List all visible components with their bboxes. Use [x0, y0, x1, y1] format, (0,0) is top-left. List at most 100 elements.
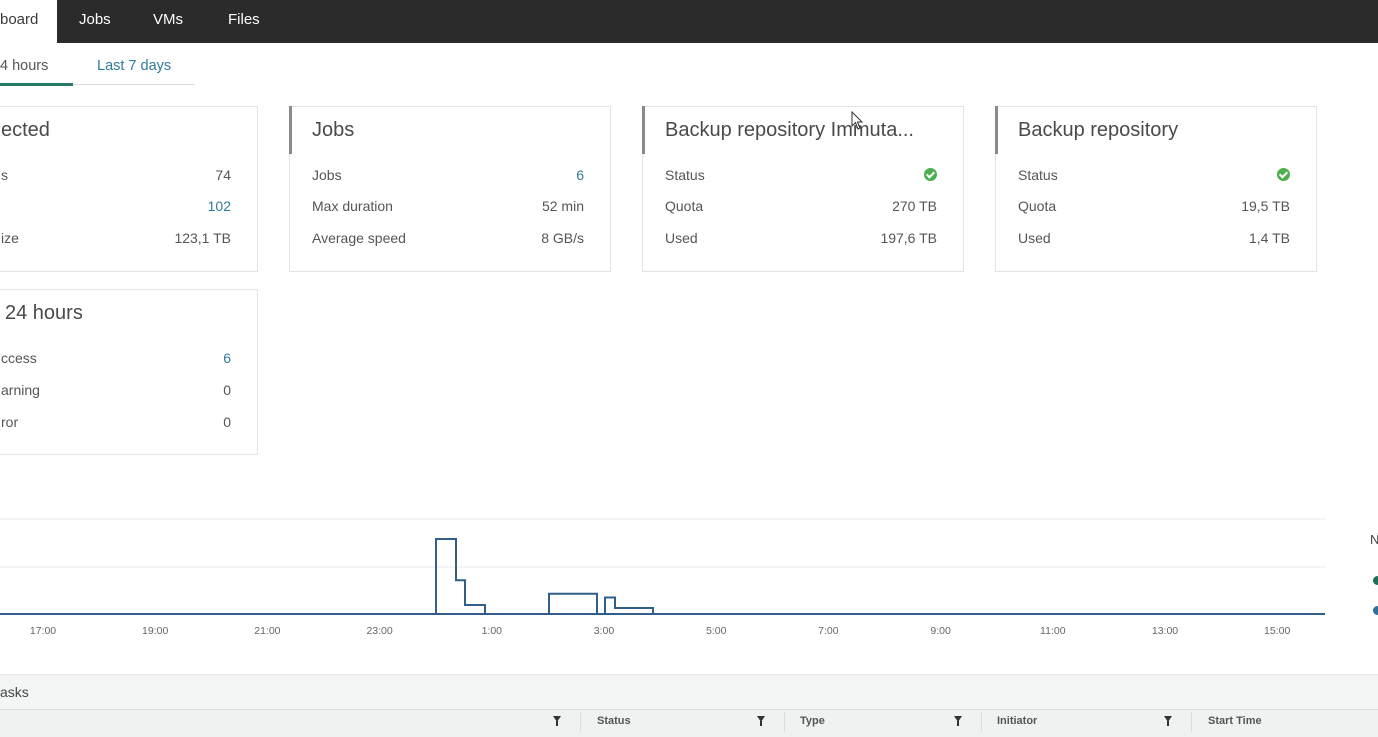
x-tick-label: 15:00 [1264, 625, 1290, 637]
card-row: arning 0 [1, 382, 231, 400]
row-value: 19,5 TB [1241, 198, 1290, 214]
row-value: 270 TB [892, 198, 937, 214]
filter-icon[interactable] [1164, 716, 1172, 726]
card-backup-repository: Backup repository Status Quota 19,5 TB U… [995, 106, 1317, 272]
row-value [924, 167, 937, 183]
chart-legend-dot [1373, 606, 1378, 615]
row-value: 0 [223, 414, 231, 430]
card-title: 24 hours [5, 302, 83, 324]
x-tick-label: 9:00 [930, 625, 951, 637]
tab-dashboard[interactable]: board [0, 0, 57, 43]
row-value: 123,1 TB [174, 230, 231, 246]
row-key: Jobs [312, 167, 342, 183]
card-row: ize 123,1 TB [1, 230, 231, 248]
x-tick-label: 21:00 [254, 625, 280, 637]
x-tick-label: 13:00 [1152, 625, 1178, 637]
card-title: Backup repository [1018, 119, 1179, 141]
row-value: 52 min [541, 198, 584, 214]
period-tab-24-hours[interactable]: 4 hours [0, 58, 49, 74]
row-value-link[interactable]: 102 [207, 198, 231, 214]
row-value: 8 GB/s [541, 230, 584, 246]
filter-icon[interactable] [954, 716, 962, 726]
card-accent [289, 106, 292, 154]
tab-vms[interactable]: VMs [153, 11, 183, 28]
tab-jobs[interactable]: Jobs [79, 11, 111, 28]
row-key: s [1, 167, 8, 183]
card-title: ected [1, 119, 50, 141]
card-row: Quota 19,5 TB [1018, 198, 1290, 216]
row-key: arning [1, 382, 40, 398]
card-row: Quota 270 TB [665, 198, 937, 216]
activity-chart: 17:00 19:00 21:00 23:00 1:00 3:00 5:00 7:00 9:00… [0, 518, 1325, 637]
chart-legend-title: N [1370, 532, 1378, 547]
card-accent [642, 106, 645, 154]
card-row: 102 [1, 198, 231, 216]
x-tick-label: 19:00 [142, 625, 168, 637]
row-value [1277, 167, 1290, 183]
filter-icon[interactable] [553, 716, 561, 726]
x-tick-label: 3:00 [594, 625, 615, 637]
tasks-title: asks [0, 684, 29, 700]
tab-files[interactable]: Files [228, 11, 260, 28]
card-row: Used 1,4 TB [1018, 230, 1290, 248]
row-key: Quota [665, 198, 704, 214]
row-key: ror [1, 414, 19, 430]
column-separator [981, 712, 982, 732]
row-value: 1,4 TB [1249, 230, 1290, 246]
x-tick-label: 7:00 [818, 625, 839, 637]
column-separator [1191, 712, 1192, 732]
column-separator [580, 712, 581, 732]
column-separator [784, 712, 785, 732]
row-key: Status [665, 167, 705, 183]
tasks-section-header [0, 674, 1378, 711]
top-nav-bar: board Jobs VMs Files [0, 0, 1378, 43]
column-header-status[interactable]: Status [597, 715, 631, 727]
card-last-24-hours: 24 hours ccess 6 arning 0 ror 0 [0, 289, 258, 455]
chart-series-line [0, 538, 1325, 615]
column-header-initiator[interactable]: Initiator [997, 715, 1038, 727]
card-row: ccess 6 [1, 350, 231, 368]
ok-status-icon [924, 168, 937, 181]
x-tick-label: 1:00 [482, 625, 503, 637]
card-row: s 74 [1, 167, 231, 185]
card-title: Jobs [312, 119, 355, 141]
chart-legend-dot [1373, 576, 1378, 585]
row-key: Used [665, 230, 698, 246]
card-title: Backup repository Immuta... [665, 119, 914, 141]
row-key: Max duration [312, 198, 393, 214]
row-value-link[interactable]: 6 [576, 167, 584, 183]
period-tab-last-7-days[interactable]: Last 7 days [97, 58, 172, 74]
card-row: Max duration 52 min [312, 198, 584, 216]
filter-icon[interactable] [757, 716, 765, 726]
card-row: ror 0 [1, 414, 231, 432]
row-key: Average speed [312, 230, 406, 246]
row-value-link[interactable]: 6 [223, 350, 231, 366]
card-protected: ected s 74 102 ize 123,1 TB [0, 106, 258, 272]
x-tick-label: 5:00 [706, 625, 727, 637]
card-row: Jobs 6 [312, 167, 584, 185]
column-header-type[interactable]: Type [800, 715, 825, 727]
card-row: Average speed 8 GB/s [312, 230, 584, 248]
column-header-start-time[interactable]: Start Time [1208, 715, 1262, 727]
row-key: ize [1, 230, 19, 246]
period-tab-active-indicator [0, 83, 73, 86]
x-tick-label: 11:00 [1040, 625, 1066, 637]
row-key: Quota [1018, 198, 1057, 214]
row-key: Status [1018, 167, 1058, 183]
card-row: Used 197,6 TB [665, 230, 937, 248]
card-jobs: Jobs Jobs 6 Max duration 52 min Average … [289, 106, 611, 272]
mouse-cursor-icon [851, 111, 864, 130]
card-backup-repository-immutable: Backup repository Immuta... Status Quota… [642, 106, 964, 272]
x-tick-label: 23:00 [366, 625, 392, 637]
row-value: 0 [223, 382, 231, 398]
x-tick-label: 17:00 [30, 625, 56, 637]
row-key: Used [1018, 230, 1051, 246]
row-value: 74 [215, 167, 231, 183]
card-row: Status [1018, 167, 1290, 185]
row-value: 197,6 TB [880, 230, 937, 246]
card-row: Status [665, 167, 937, 185]
card-accent [995, 106, 998, 154]
tasks-grid-header [0, 709, 1378, 737]
ok-status-icon [1277, 168, 1290, 181]
row-key: ccess [1, 350, 37, 366]
